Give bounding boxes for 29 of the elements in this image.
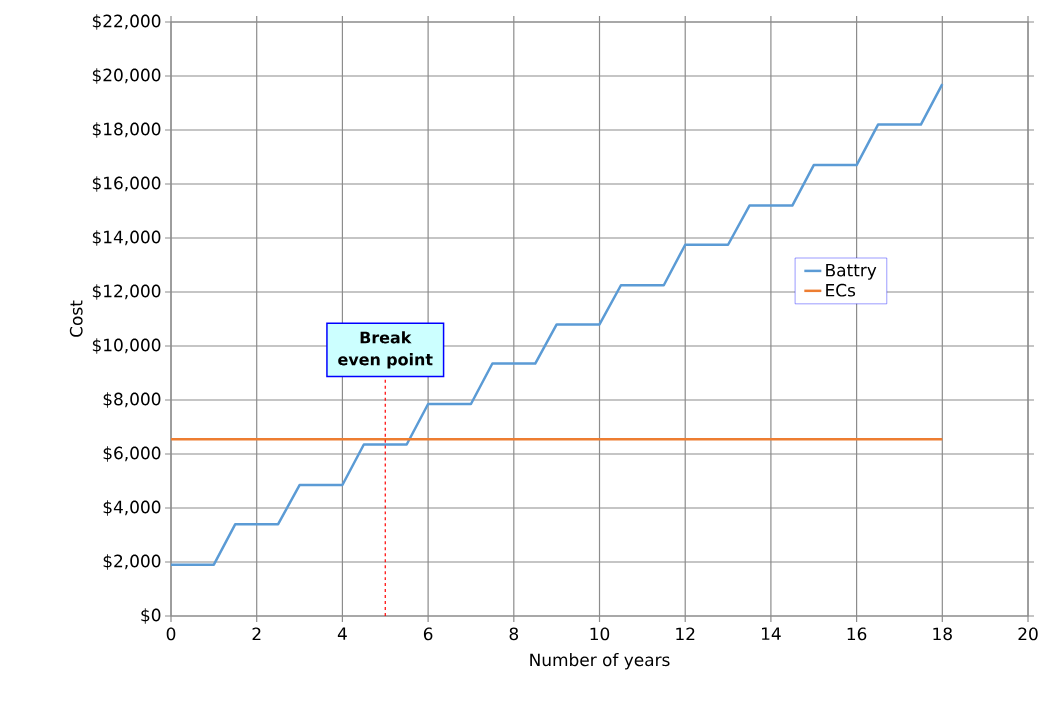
x-tick-label: 8 <box>509 627 519 641</box>
x-tick-label: 2 <box>252 627 261 641</box>
x-tick-label: 14 <box>761 627 781 640</box>
y-tick-label: $6,000 <box>103 446 161 462</box>
line-series <box>169 82 944 566</box>
y-tick-label: $4,000 <box>103 500 161 516</box>
y-tick-label: $0 <box>141 608 161 624</box>
x-axis-title: Number of years <box>530 653 670 670</box>
y-tick-label: $14,000 <box>92 230 161 246</box>
x-tick-label: 16 <box>847 627 867 641</box>
x-tick-label: 20 <box>1018 627 1038 641</box>
legend-label: Battry <box>826 263 877 280</box>
legend-label: ECs <box>826 283 856 297</box>
x-tick-label: 18 <box>933 627 952 641</box>
x-tick-label: 12 <box>676 627 695 641</box>
x-tick-label: 6 <box>423 627 433 641</box>
y-tick-label: $16,000 <box>92 176 161 192</box>
y-tick-label: $22,000 <box>92 14 161 30</box>
y-tick-label: $12,000 <box>92 284 161 300</box>
ref-line-label: Break even point <box>338 331 433 369</box>
y-tick-label: $10,000 <box>92 338 161 354</box>
x-tick-label: 4 <box>337 627 347 640</box>
y-tick-label: $20,000 <box>92 68 161 84</box>
y-axis-title: Cost <box>69 300 83 337</box>
y-tick-label: $2,000 <box>103 554 161 570</box>
x-tick-label: 10 <box>590 627 610 641</box>
y-tick-label: $8,000 <box>103 392 161 408</box>
y-tick-label: $18,000 <box>92 122 161 138</box>
x-tick-label: 0 <box>166 627 176 641</box>
